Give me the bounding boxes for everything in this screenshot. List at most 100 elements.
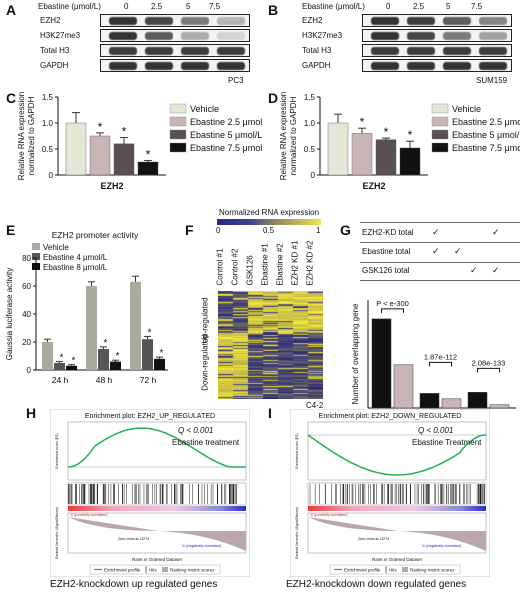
legend-box (329, 564, 461, 575)
blot-band (443, 62, 471, 70)
bar (54, 363, 65, 370)
p-value-label: 2.08e-133 (472, 358, 506, 367)
rank-axis-label: Ranked list metric (Signal2Noise) (295, 507, 299, 559)
plot-title: Enrichment plot: EZH2_UP_REGULATED (85, 413, 215, 420)
color-scale-bar (217, 219, 321, 225)
x-tick-label: 72 h (140, 375, 157, 385)
significance-marker: * (160, 348, 164, 359)
dose-5: 5 (446, 2, 451, 11)
y-tick-label: 1.5 (304, 93, 316, 102)
check-mark: ✓ (470, 265, 478, 275)
ranking-metric-area (68, 517, 246, 551)
blot-band (443, 47, 471, 55)
blot-row-label: GAPDH (302, 61, 331, 70)
blot-row-label: GAPDH (40, 61, 69, 70)
legend-label: Ebastine 8 μmol/L (43, 263, 108, 272)
legend-swatch (431, 116, 449, 127)
blot-row-label: EZH2 (302, 16, 323, 25)
blot-band (181, 62, 209, 70)
blot-band (371, 32, 399, 40)
chart-title: EZH2 promoter activity (52, 230, 139, 240)
y-tick-label: 0.5 (304, 145, 316, 154)
bar (66, 365, 77, 370)
panel-f: F Normalized RNA expression 0 0.5 1 Cont… (183, 208, 338, 413)
panel-letter: I (268, 405, 272, 421)
bar (142, 339, 153, 370)
y-tick-label: 40 (22, 310, 31, 319)
dose-7-5: 7.5 (471, 2, 483, 11)
blot-band (217, 62, 245, 70)
hits-panel (67, 482, 247, 506)
blot-row-label: Total H3 (302, 46, 332, 55)
ranking-metric-area (308, 517, 486, 551)
check-mark: ✓ (432, 227, 440, 237)
dose-2-5: 2.5 (151, 2, 163, 11)
bar (375, 139, 397, 176)
blot-band (479, 47, 507, 55)
scale-title: Normalized RNA expression (219, 208, 320, 217)
heatmap-column-label: GSK126 (245, 255, 255, 286)
legend-swatch (169, 116, 187, 127)
x-axis-label: Rank in Ordered Dataset (372, 557, 423, 562)
enrichment-plot: Enrichment plot: EZH2_UP_REGULATED Q < 0.… (50, 409, 250, 577)
heatmap (218, 291, 323, 399)
blot-row (362, 14, 512, 27)
legend-swatch (431, 103, 449, 114)
legend-box (89, 564, 221, 575)
p-value-label: P < e-300 (376, 299, 409, 308)
x-axis-label: Rank in Ordered Dataset (132, 557, 183, 562)
es-panel (307, 421, 487, 481)
significance-marker: * (148, 327, 152, 338)
x-axis-label: EZH2 (362, 181, 385, 191)
blot-band (145, 62, 173, 70)
blot-band (145, 47, 173, 55)
panel-letter: D (268, 90, 279, 106)
panel-caption: EZH2-knockdown down regulated genes (286, 579, 467, 590)
q-value: Q < 0.001 (418, 426, 453, 435)
blot-row (100, 14, 250, 27)
western-blot: EZH2 H3K27me3 Total H3 GAPDH (302, 14, 512, 74)
check-mark: ✓ (454, 246, 462, 256)
panel-d: D 0 0.5 1.0 1.5 Relative RNA expressionnorma… (262, 90, 520, 200)
significance-marker: * (98, 120, 103, 134)
legend-swatch (431, 142, 449, 153)
blot-band (479, 62, 507, 70)
significance-marker: * (104, 338, 108, 349)
panel-letter: E (6, 222, 16, 238)
bar (399, 147, 421, 176)
blot-row (100, 59, 250, 72)
blot-band (109, 62, 137, 70)
blot-band (109, 32, 137, 40)
scale-tick-0: 0 (216, 226, 221, 235)
enrichment-plot: Enrichment plot: EZH2_DOWN_REGULATED Q < … (290, 409, 490, 577)
legend-label: Ebastine 5 μmol/L (190, 130, 262, 140)
significance-marker: * (146, 147, 151, 161)
y-tick-label: 0 (27, 366, 32, 375)
bar (351, 133, 373, 176)
cell-line-label: SUM159 (476, 76, 508, 85)
blot-band (407, 47, 435, 55)
bar (137, 161, 159, 176)
bar-chart-g: Number of overlapping gene P < e-300 1.87e… (351, 299, 516, 409)
panel-letter: H (26, 405, 37, 421)
legend-label: Ranking metric scores (410, 568, 455, 573)
blot-row (100, 44, 250, 57)
significance-marker: * (60, 353, 64, 364)
blot-band (407, 32, 435, 40)
panel-caption: EZH2-knockdown up regulated genes (50, 579, 218, 590)
treatment-label: Ebastine treatment (172, 438, 240, 447)
blot-band (443, 17, 471, 25)
dose-2-5: 2.5 (413, 2, 425, 11)
bar (42, 342, 53, 370)
dose-5: 5 (186, 2, 191, 11)
y-tick-label: 0.5 (42, 145, 54, 154)
bar (86, 286, 97, 370)
legend-label: Enrichment profile (344, 568, 381, 573)
x-axis-label: EZH2 (100, 181, 123, 191)
ranking-color-bar (68, 506, 246, 511)
significance-marker: * (122, 125, 127, 139)
row-ebastine-total: Ebastine total (362, 247, 411, 256)
panel-b: B Ebastine (μmol/L) 0 2.5 5 7.5 EZH2 H3K2… (262, 0, 520, 90)
x-tick-label: 24 h (52, 375, 69, 385)
blot-band (371, 47, 399, 55)
